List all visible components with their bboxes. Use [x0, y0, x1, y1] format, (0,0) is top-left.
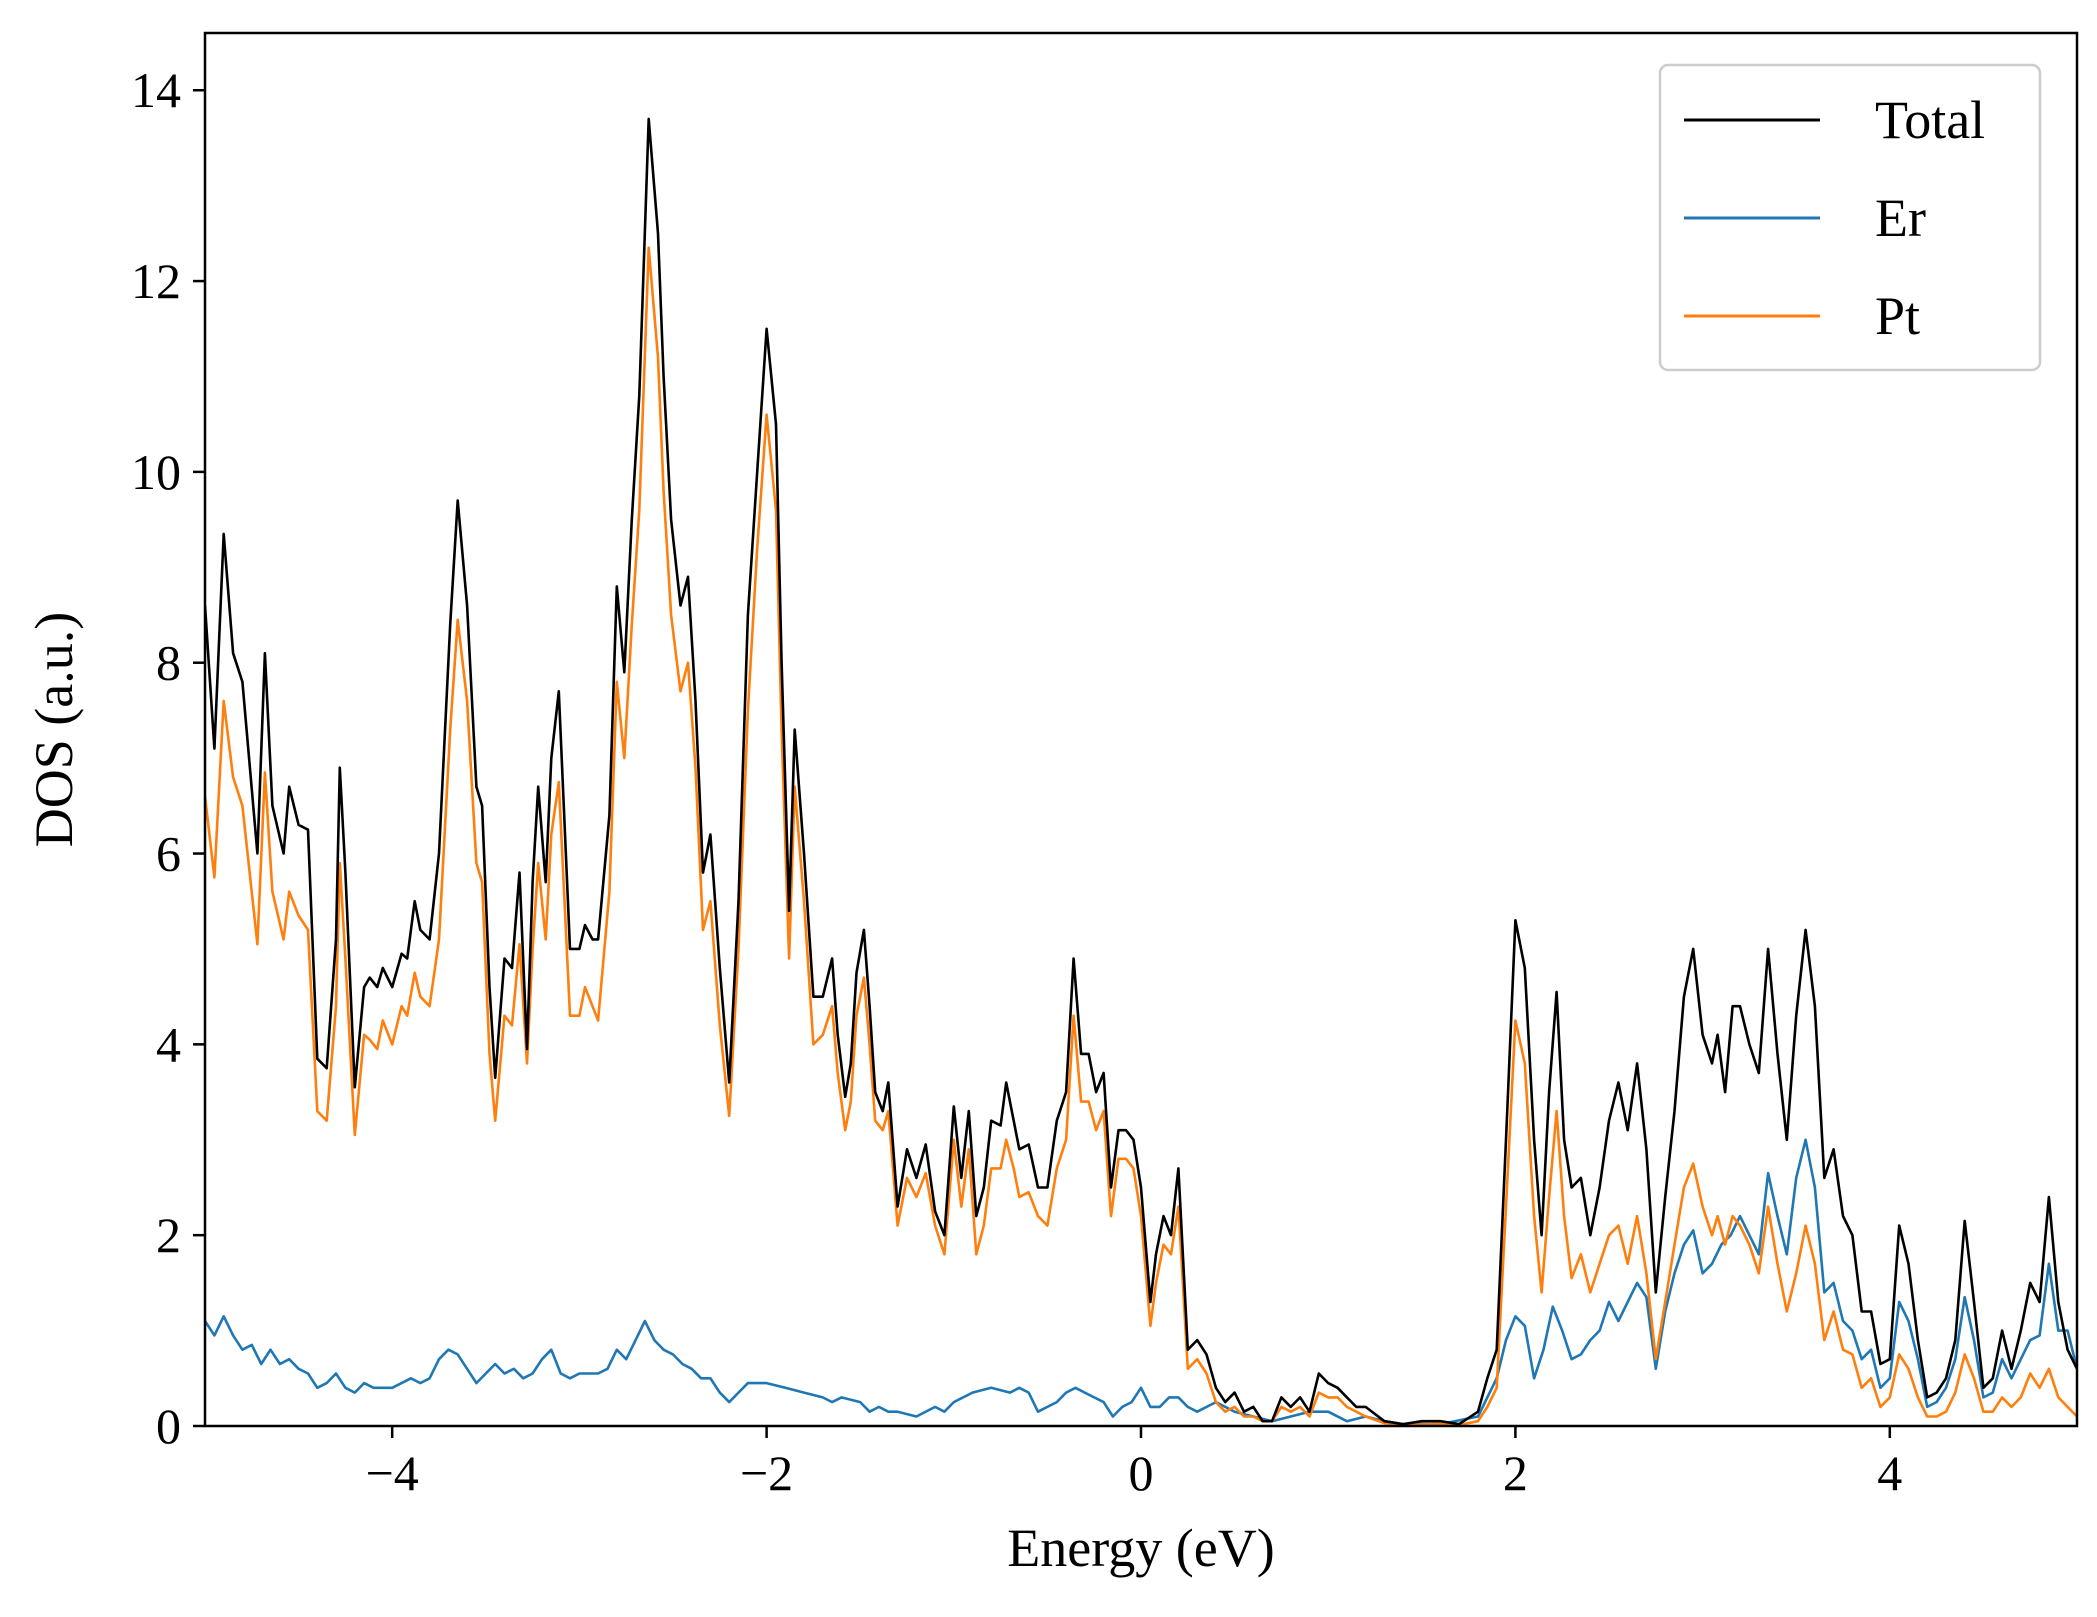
y-tick-label: 6 [156, 826, 181, 882]
series-line-er [205, 1138, 2077, 1426]
legend-label-pt: Pt [1875, 286, 1920, 346]
legend-label-er: Er [1875, 188, 1926, 248]
x-tick-label: 2 [1503, 1445, 1528, 1501]
y-tick-label: 10 [131, 444, 181, 500]
y-tick-label: 12 [131, 253, 181, 309]
x-tick-label: 4 [1877, 1445, 1902, 1501]
x-tick-label: −4 [366, 1445, 419, 1501]
x-axis-ticks: −4 −2 0 2 4 [366, 1426, 1902, 1501]
x-axis-label: Energy (eV) [1007, 1518, 1274, 1578]
y-tick-label: 4 [156, 1016, 181, 1072]
x-tick-label: −2 [740, 1445, 793, 1501]
series-line-pt [205, 246, 2077, 1426]
y-axis-label: DOS (a.u.) [24, 612, 84, 847]
y-tick-label: 14 [131, 62, 181, 118]
x-tick-label: 0 [1129, 1445, 1154, 1501]
y-axis-ticks: 0 2 4 6 8 10 12 14 [131, 62, 205, 1454]
legend-label-total: Total [1875, 90, 1985, 150]
series-line-total [205, 117, 2077, 1426]
y-tick-label: 0 [156, 1398, 181, 1454]
y-tick-label: 8 [156, 635, 181, 691]
legend: Total Er Pt [1658, 63, 2042, 372]
legend-box [1658, 63, 2042, 372]
y-tick-label: 2 [156, 1207, 181, 1263]
series-layer [205, 117, 2077, 1426]
